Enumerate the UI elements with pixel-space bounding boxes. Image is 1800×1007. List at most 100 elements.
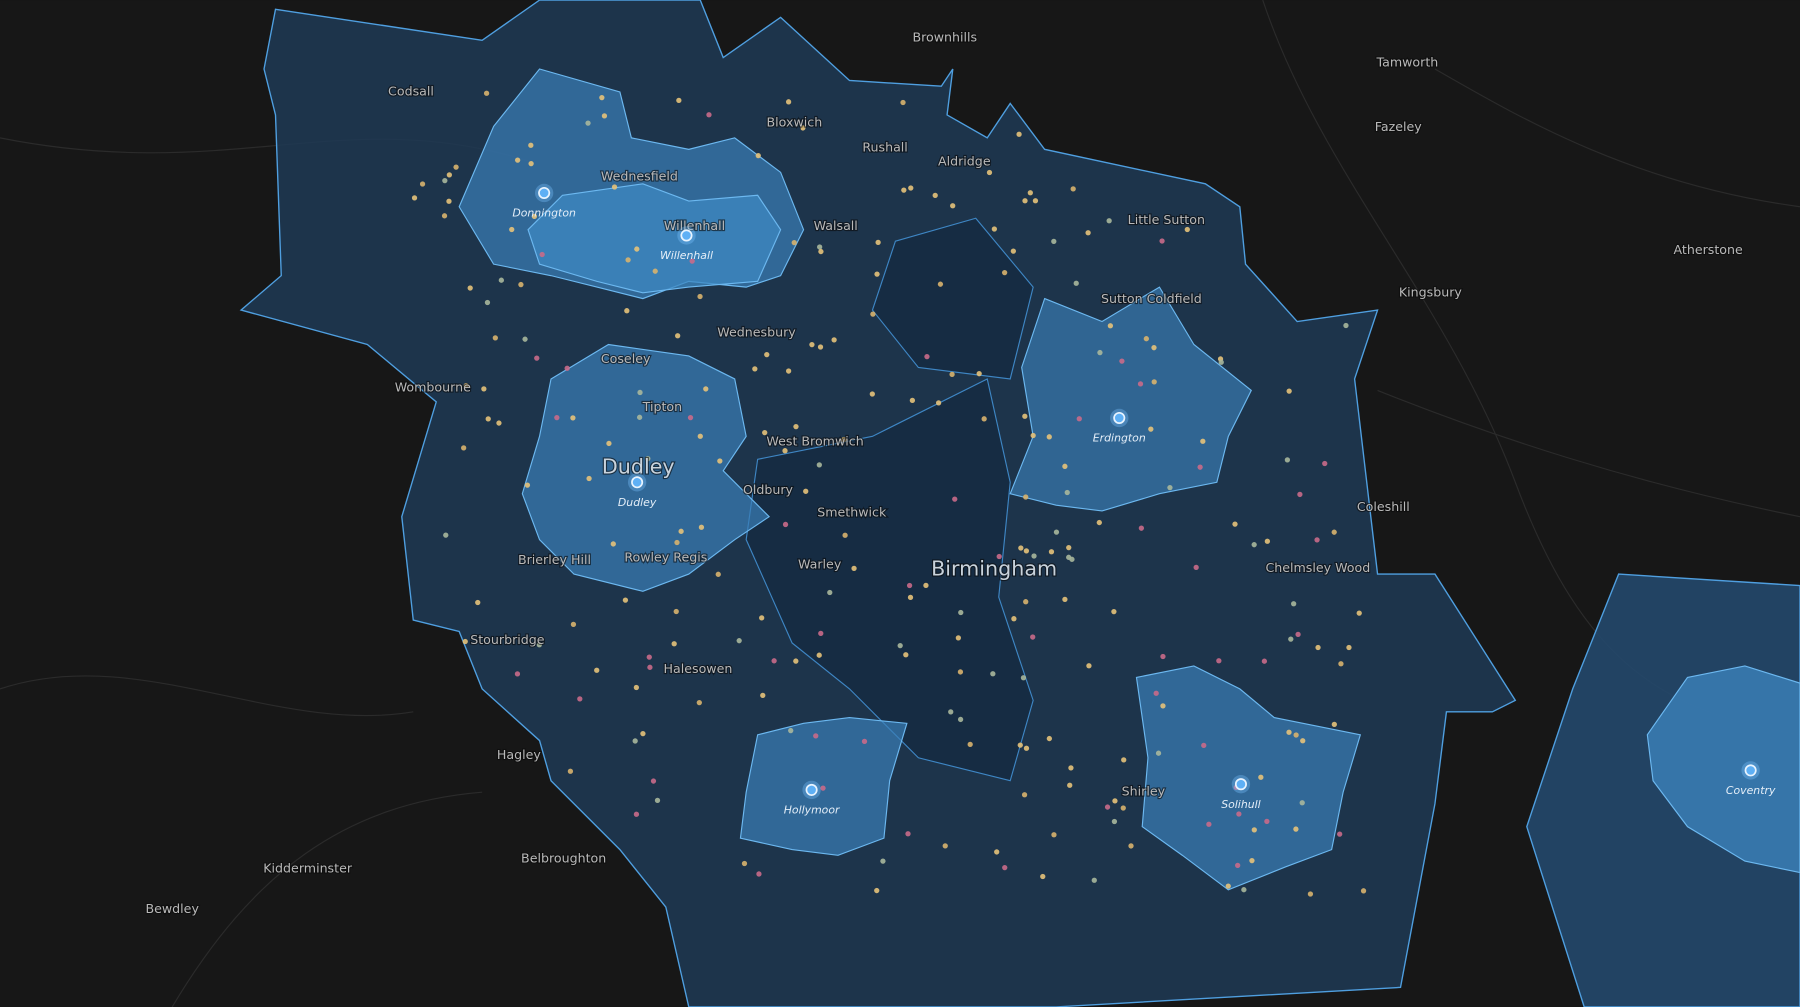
point (870, 311, 876, 317)
place-label: Wednesfield (601, 168, 678, 183)
point (697, 293, 703, 300)
point (1053, 529, 1060, 535)
point (1048, 549, 1055, 555)
point (1085, 230, 1091, 236)
point (937, 281, 944, 287)
point (652, 268, 658, 274)
point (981, 416, 987, 422)
point (1051, 238, 1057, 245)
point (1066, 544, 1072, 551)
place-label: Chelmsley Wood (1265, 560, 1370, 575)
point (622, 597, 629, 603)
place-label: Dudley (602, 454, 675, 478)
hub-label: Hollymoor (784, 804, 841, 817)
place-label: Walsall (814, 218, 858, 233)
point (676, 97, 682, 104)
point (1264, 818, 1270, 825)
point (514, 671, 521, 677)
point (1040, 873, 1046, 880)
point (1128, 843, 1134, 849)
point (443, 532, 449, 538)
hub-area (1646, 665, 1800, 874)
point (841, 436, 847, 443)
place-label: Halesowen (664, 661, 733, 676)
point (601, 113, 608, 119)
hub-label: Solihull (1221, 798, 1260, 811)
point (949, 371, 955, 378)
hub-label: Donnington (512, 207, 576, 220)
point (1295, 631, 1301, 638)
point (536, 642, 542, 648)
point (717, 458, 723, 464)
point (785, 99, 792, 105)
point (1264, 538, 1271, 544)
point (935, 400, 942, 406)
point (441, 213, 448, 219)
place-label: Tamworth (1376, 55, 1439, 70)
hub-marker (631, 476, 644, 489)
point (957, 716, 964, 723)
point (1315, 644, 1321, 651)
point (594, 667, 600, 673)
point (675, 333, 681, 339)
point (1016, 131, 1022, 137)
point (1121, 757, 1127, 763)
point (782, 521, 789, 528)
point (793, 423, 799, 430)
inner-district (871, 217, 1034, 380)
point (955, 635, 961, 641)
point (1023, 599, 1029, 605)
place-label: Hagley (497, 747, 541, 762)
place-label: Fazeley (1375, 119, 1422, 134)
hub-area (1135, 665, 1362, 891)
point (1011, 616, 1017, 622)
point (645, 456, 651, 462)
point (950, 203, 956, 209)
point (1076, 416, 1082, 422)
point (875, 239, 881, 245)
point (1184, 226, 1190, 233)
point (1236, 811, 1242, 817)
point (674, 539, 680, 546)
point (831, 337, 837, 343)
point (483, 90, 490, 96)
point (800, 125, 806, 131)
point (1331, 529, 1337, 535)
point (905, 831, 911, 837)
point (1143, 336, 1149, 342)
point (1293, 826, 1299, 832)
point (1206, 821, 1212, 827)
point (446, 172, 452, 178)
point (903, 652, 909, 658)
point (1096, 519, 1102, 526)
point (827, 589, 833, 596)
place-label: Shirley (1122, 784, 1166, 799)
point (1322, 460, 1328, 467)
place-label: Belbroughton (521, 850, 606, 865)
place-label: Oldbury (743, 482, 794, 497)
point (1010, 248, 1016, 254)
point (514, 157, 521, 163)
point (522, 336, 528, 342)
hub-marker (805, 783, 818, 796)
point (909, 397, 916, 404)
point (762, 429, 768, 436)
point (650, 778, 657, 784)
point (1155, 750, 1162, 756)
points-layer (411, 90, 1367, 897)
point (1046, 434, 1052, 440)
point (907, 594, 914, 601)
point (1216, 658, 1222, 664)
point (1097, 349, 1103, 356)
point (952, 496, 958, 502)
point (1046, 735, 1053, 742)
place-label: Willenhall (664, 218, 725, 233)
point (1086, 663, 1092, 669)
point (462, 638, 468, 645)
point (1022, 198, 1028, 204)
point (958, 609, 964, 616)
point (1151, 345, 1157, 351)
point (924, 353, 930, 360)
place-label: Wednesbury (717, 325, 796, 340)
point (610, 541, 616, 547)
